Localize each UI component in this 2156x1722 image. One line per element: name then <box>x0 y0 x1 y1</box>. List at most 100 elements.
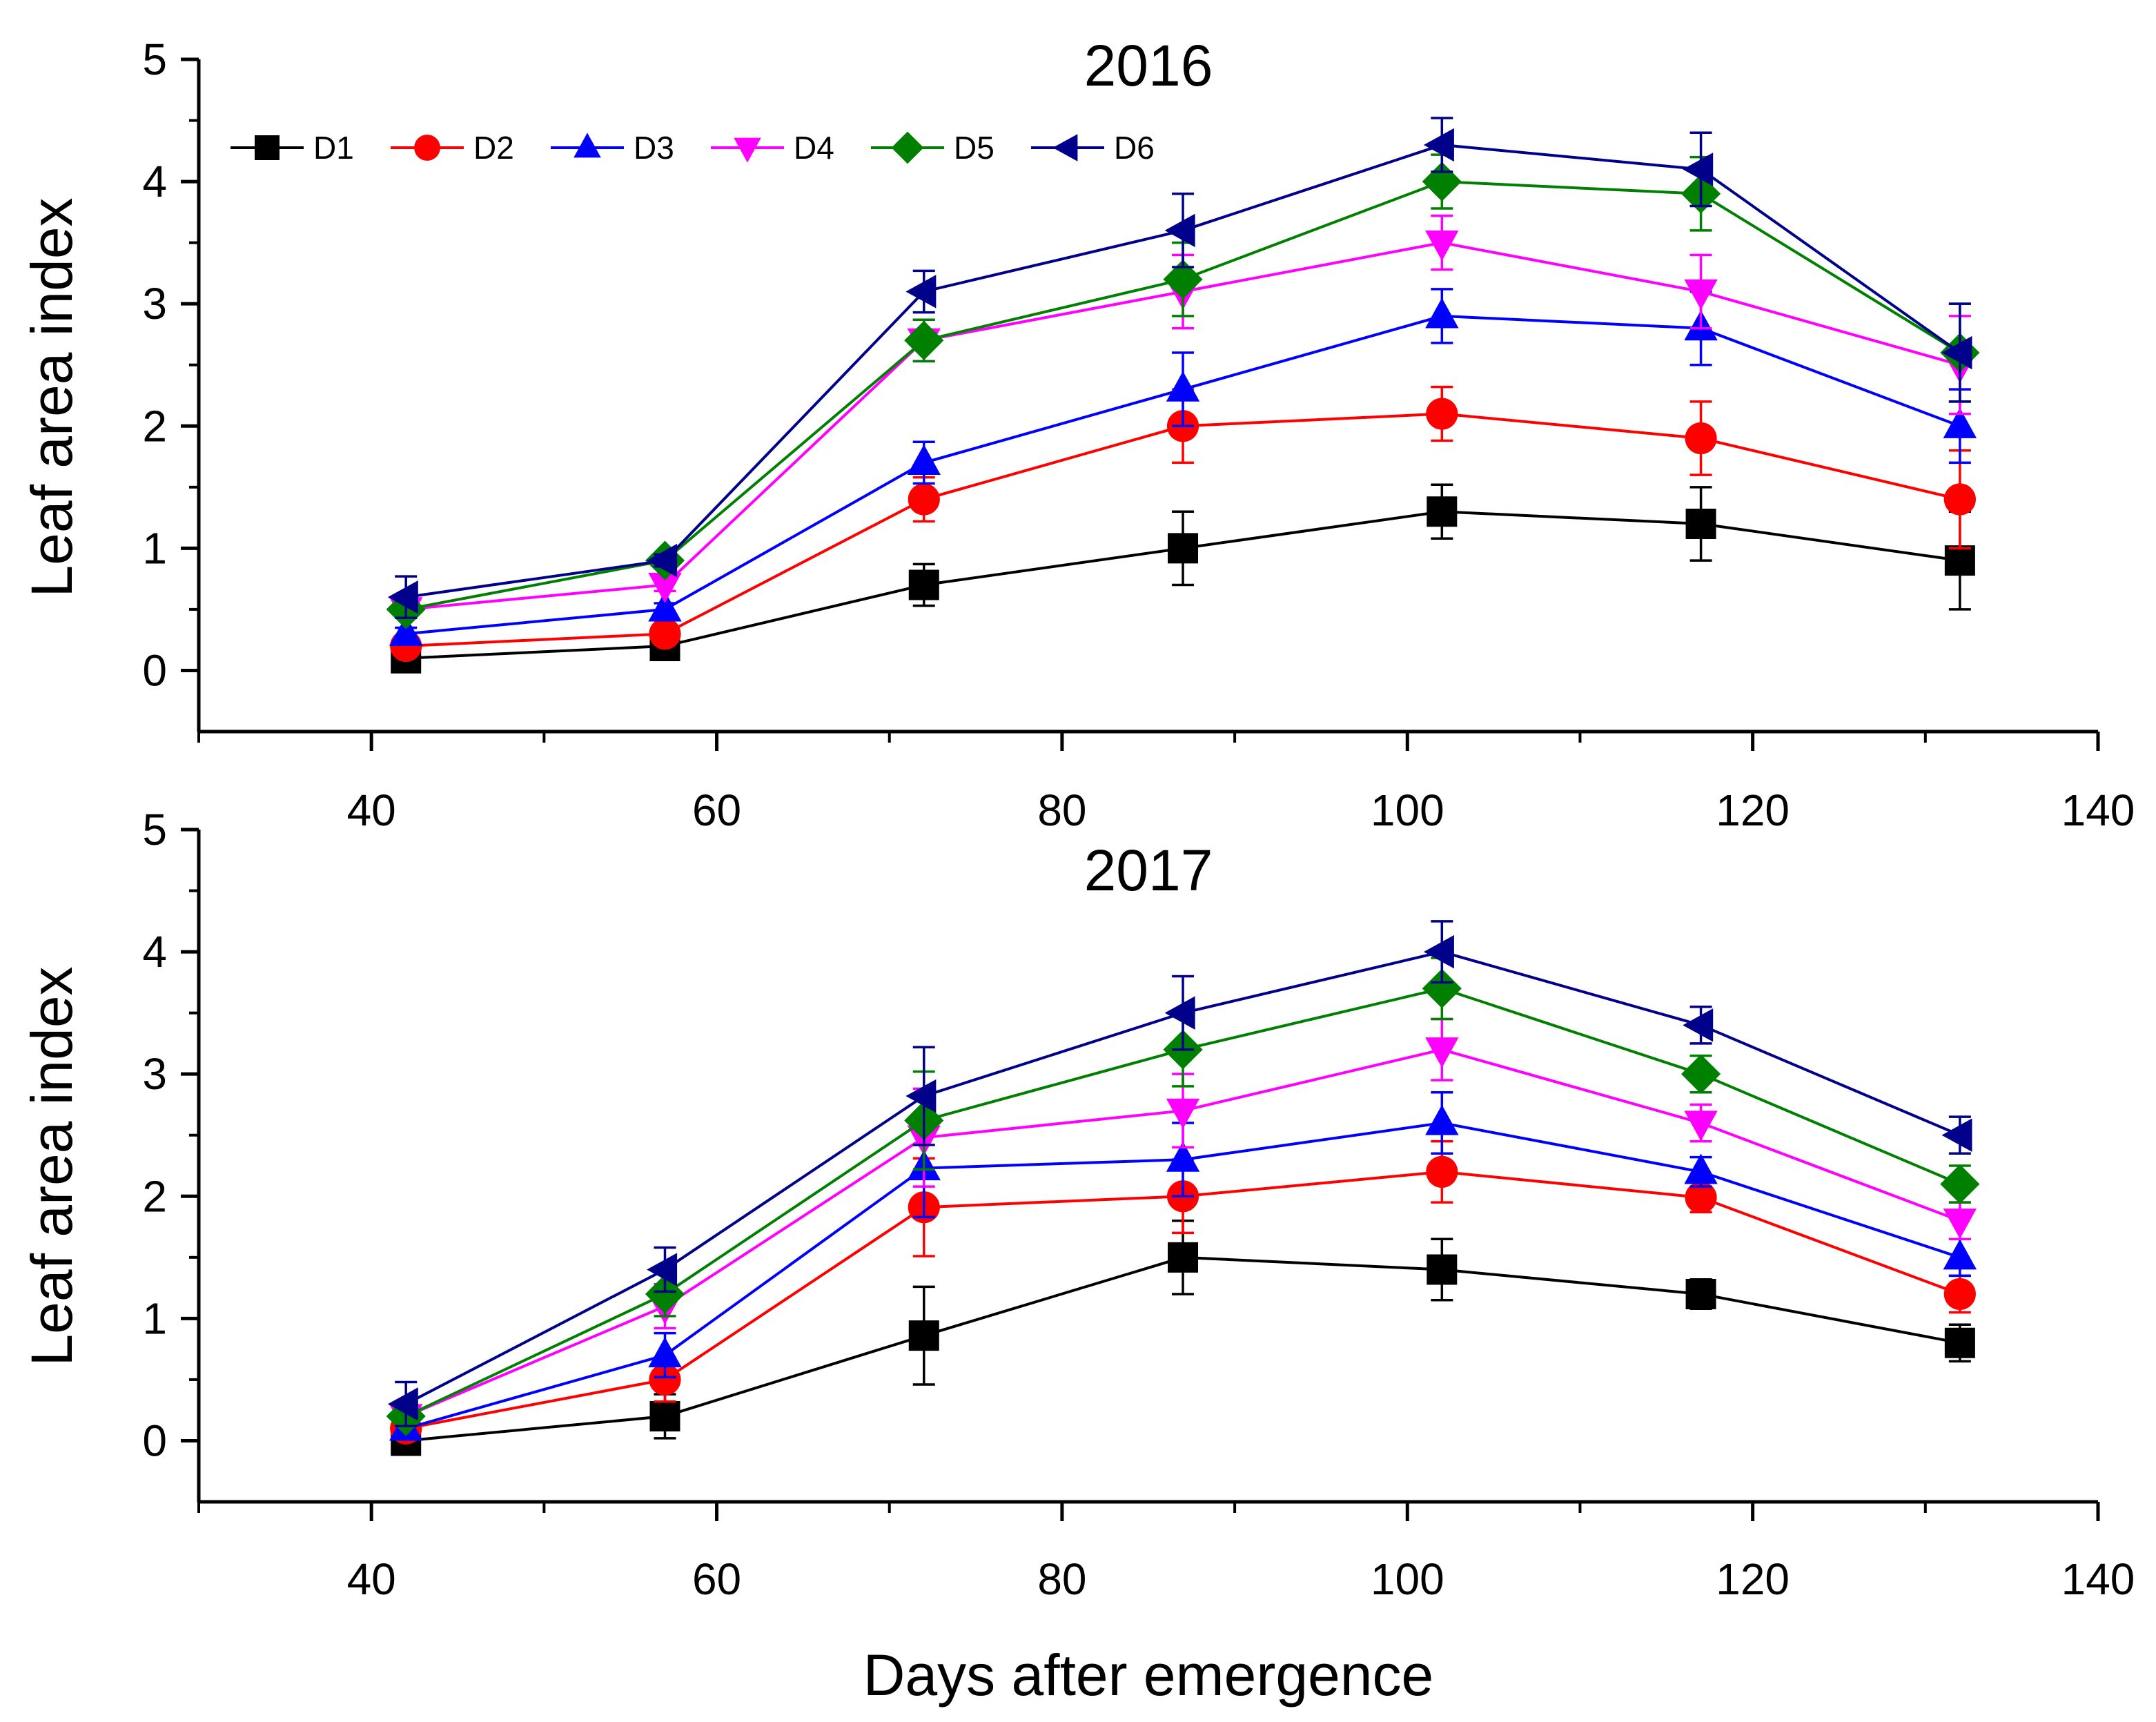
legend-label: D2 <box>473 130 514 166</box>
data-point <box>649 618 681 650</box>
data-point <box>1684 1153 1718 1184</box>
x-tick-label: 140 <box>2061 785 2135 835</box>
data-point <box>1168 533 1199 564</box>
legend: D1 D2 D3 D4 D5 D6 <box>231 130 1155 166</box>
data-point <box>1943 483 1976 516</box>
y-axis-label: Leaf area index <box>19 197 84 597</box>
data-point <box>1425 1037 1459 1068</box>
x-tick-label: 80 <box>1037 1554 1086 1604</box>
legend-marker <box>891 131 924 164</box>
chart-title: 2017 <box>1084 838 1213 903</box>
data-point <box>648 572 682 603</box>
y-tick-label: 0 <box>142 1416 167 1465</box>
data-point <box>1684 1111 1718 1142</box>
data-point <box>1943 1209 1977 1240</box>
y-axis-label: Leaf area index <box>19 966 84 1366</box>
x-tick-label: 40 <box>347 1554 396 1604</box>
data-point <box>1164 213 1195 248</box>
data-point <box>904 320 944 360</box>
x-tick-label: 80 <box>1037 785 1086 835</box>
data-point <box>1425 297 1459 329</box>
x-tick-label: 100 <box>1371 785 1444 835</box>
data-point <box>387 580 418 614</box>
data-point <box>1683 1008 1714 1042</box>
data-point <box>1166 1098 1200 1129</box>
data-point <box>649 1401 680 1432</box>
y-tick-label: 3 <box>142 1049 167 1099</box>
data-point <box>908 1320 939 1351</box>
data-point <box>1940 1164 1980 1204</box>
data-point <box>1685 1181 1717 1214</box>
x-tick-label: 120 <box>1716 1554 1790 1604</box>
data-point <box>1426 398 1458 430</box>
x-tick-label: 40 <box>347 785 396 835</box>
legend-item-d5: D5 <box>871 130 994 166</box>
data-point <box>905 1079 937 1113</box>
data-point <box>1944 1327 1975 1358</box>
data-point <box>1944 545 1975 576</box>
data-point <box>1943 407 1977 438</box>
x-tick-label: 120 <box>1716 785 1790 835</box>
x-tick-label: 60 <box>692 785 741 835</box>
data-point <box>1685 508 1716 539</box>
legend-item-d6: D6 <box>1031 130 1155 166</box>
data-point <box>1164 996 1195 1030</box>
data-point <box>647 1253 678 1286</box>
data-point <box>1423 935 1454 969</box>
data-point <box>1163 260 1203 300</box>
data-point <box>905 275 937 309</box>
x-tick-label: 100 <box>1371 1554 1444 1604</box>
data-point <box>648 591 682 622</box>
x-axis-label: Days after emergence <box>863 1643 1433 1708</box>
legend-item-d2: D2 <box>391 130 514 166</box>
series-d1 <box>391 1219 1975 1456</box>
data-point <box>1941 1118 1972 1152</box>
series-d3 <box>389 288 1977 646</box>
data-point <box>908 569 939 600</box>
legend-label: D6 <box>1114 130 1155 166</box>
axes: 0 1 2 3 4 5 40 60 80 100 120 140 <box>142 805 2135 1604</box>
legend-marker <box>255 135 280 160</box>
panel-2017: 2017 0 1 2 3 4 5 40 60 80 100 120 140 <box>142 805 2135 1604</box>
y-tick-label: 1 <box>142 523 167 573</box>
y-tick-label: 2 <box>142 1171 167 1221</box>
data-point <box>1422 968 1462 1008</box>
series-d6 <box>387 920 1972 1427</box>
data-point <box>649 1363 681 1396</box>
data-point <box>1425 231 1459 262</box>
x-tick-label: 60 <box>692 1554 741 1604</box>
legend-item-d3: D3 <box>551 130 674 166</box>
data-point <box>908 483 940 516</box>
data-point <box>1427 1254 1458 1285</box>
data-point <box>1683 153 1714 186</box>
y-tick-label: 3 <box>142 279 167 329</box>
y-tick-label: 5 <box>142 35 167 84</box>
chart-title: 2016 <box>1084 33 1213 98</box>
y-tick-label: 1 <box>142 1293 167 1343</box>
legend-label: D5 <box>954 130 994 166</box>
data-point <box>1166 1141 1200 1172</box>
data-point <box>1168 1242 1199 1273</box>
legend-marker <box>1052 134 1078 162</box>
y-tick-label: 4 <box>142 157 167 206</box>
data-point <box>1425 1104 1459 1135</box>
legend-item-d4: D4 <box>711 130 834 166</box>
y-tick-label: 5 <box>142 805 167 854</box>
data-point <box>1685 422 1717 455</box>
data-point <box>1427 496 1458 527</box>
data-point <box>387 1387 418 1421</box>
data-point <box>389 615 423 646</box>
data-point <box>1423 128 1454 162</box>
x-tick-label: 140 <box>2061 1554 2135 1604</box>
data-point <box>1166 371 1200 402</box>
legend-marker <box>734 137 761 163</box>
series-d6 <box>387 117 1972 620</box>
y-tick-label: 2 <box>142 401 167 451</box>
data-point <box>648 1337 682 1368</box>
legend-label: D3 <box>634 130 674 166</box>
y-tick-label: 4 <box>142 927 167 977</box>
data-point <box>907 444 941 475</box>
series-d3 <box>389 1090 1977 1441</box>
axes: 0 1 2 3 4 5 40 60 80 100 120 140 <box>142 35 2135 835</box>
legend-marker <box>414 135 440 161</box>
